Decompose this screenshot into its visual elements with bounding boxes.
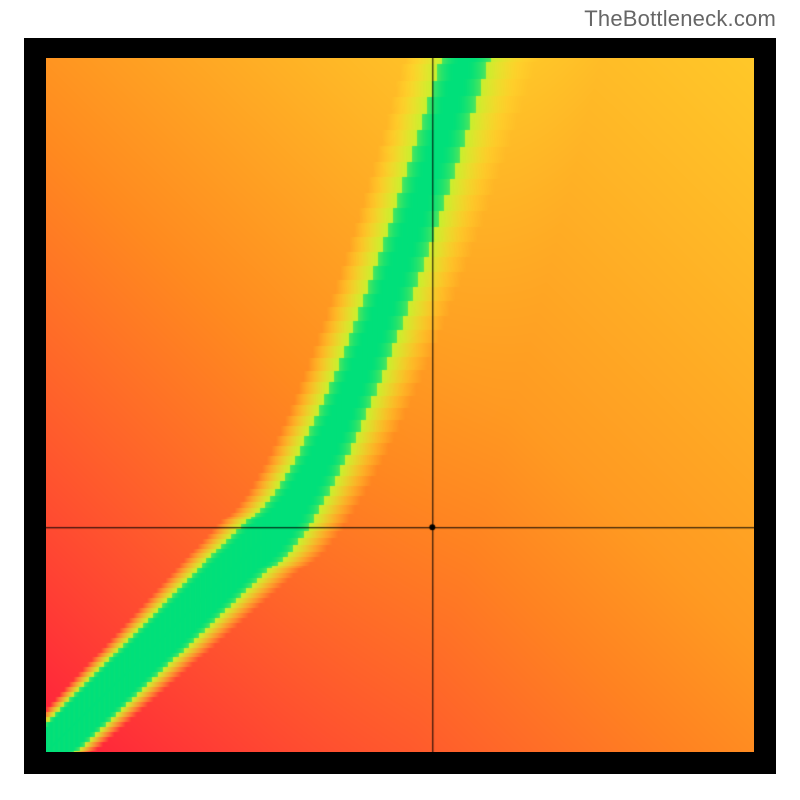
root: TheBottleneck.com (0, 0, 800, 800)
plot-frame (24, 38, 776, 774)
bottleneck-heatmap (46, 58, 754, 752)
watermark-text: TheBottleneck.com (584, 6, 776, 32)
